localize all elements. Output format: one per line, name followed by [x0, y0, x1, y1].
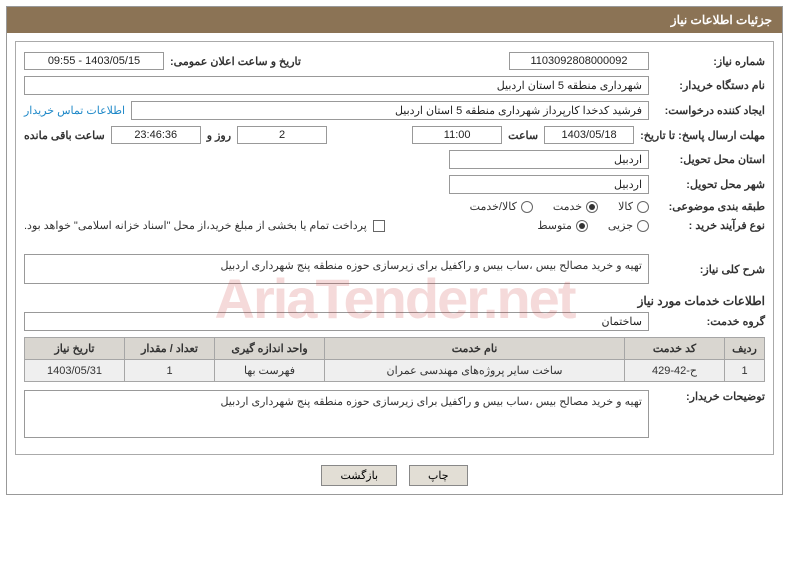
buyer-org-label: نام دستگاه خریدار: [655, 79, 765, 92]
category-radio-goods-service[interactable]: کالا/خدمت [470, 200, 533, 213]
row-buyer-notes: توضیحات خریدار: تهیه و خرید مصالح بیس ،س… [24, 390, 765, 438]
days-remaining-value: 2 [237, 126, 327, 144]
row-need-number: شماره نیاز: 1103092808000092 تاریخ و ساع… [24, 52, 765, 70]
requester-label: ایجاد کننده درخواست: [655, 104, 765, 117]
time-label: ساعت [508, 129, 538, 142]
row-delivery-city: شهر محل تحویل: اردبیل [24, 175, 765, 194]
buyer-contact-link[interactable]: اطلاعات تماس خریدار [24, 104, 125, 117]
action-buttons: چاپ بازگشت [15, 465, 774, 486]
panel-header: جزئیات اطلاعات نیاز [7, 7, 782, 33]
service-group-value: ساختمان [24, 312, 649, 331]
main-panel: جزئیات اطلاعات نیاز شماره نیاز: 11030928… [6, 6, 783, 495]
th-name: نام خدمت [325, 338, 625, 360]
td-row: 1 [725, 360, 765, 382]
deadline-date-value: 1403/05/18 [544, 126, 634, 144]
delivery-province-value: اردبیل [449, 150, 649, 169]
radio-icon [637, 220, 649, 232]
td-code: ح-42-429 [625, 360, 725, 382]
time-remaining-value: 23:46:36 [111, 126, 201, 144]
service-group-label: گروه خدمت: [655, 315, 765, 328]
general-desc-label: شرح کلی نیاز: [655, 263, 765, 276]
remaining-label: ساعت باقی مانده [24, 129, 105, 142]
radio-icon [586, 201, 598, 213]
td-name: ساخت سایر پروژه‌های مهندسی عمران [325, 360, 625, 382]
category-label: طبقه بندی موضوعی: [655, 200, 765, 213]
buyer-notes-value: تهیه و خرید مصالح بیس ،ساب بیس و راکفیل … [24, 390, 649, 438]
days-label: روز و [207, 129, 231, 142]
pt-radio-minor[interactable]: جزیی [608, 219, 649, 232]
th-date: تاریخ نیاز [25, 338, 125, 360]
payment-checkbox[interactable] [373, 220, 385, 232]
purchase-type-label: نوع فرآیند خرید : [655, 219, 765, 232]
payment-note: پرداخت تمام یا بخشی از مبلغ خرید،از محل … [24, 219, 367, 232]
row-requester: ایجاد کننده درخواست: فرشید کدخدا کارپردا… [24, 101, 765, 120]
form-panel: شماره نیاز: 1103092808000092 تاریخ و ساع… [15, 41, 774, 455]
radio-icon [637, 201, 649, 213]
td-date: 1403/05/31 [25, 360, 125, 382]
radio-label: جزیی [608, 219, 633, 232]
category-radio-goods[interactable]: کالا [618, 200, 649, 213]
row-purchase-type: نوع فرآیند خرید : جزیی متوسط پرداخت تمام… [24, 219, 765, 232]
print-button[interactable]: چاپ [409, 465, 468, 486]
requester-value: فرشید کدخدا کارپرداز شهرداری منطقه 5 است… [131, 101, 649, 120]
row-category: طبقه بندی موضوعی: کالا خدمت کالا/خدمت [24, 200, 765, 213]
announce-date-value: 1403/05/15 - 09:55 [24, 52, 164, 70]
th-code: کد خدمت [625, 338, 725, 360]
row-delivery-province: استان محل تحویل: اردبیل [24, 150, 765, 169]
row-buyer-org: نام دستگاه خریدار: شهرداری منطقه 5 استان… [24, 76, 765, 95]
general-desc-value: تهیه و خرید مصالح بیس ،ساب بیس و راکفیل … [24, 254, 649, 284]
th-qty: تعداد / مقدار [125, 338, 215, 360]
row-service-group: گروه خدمت: ساختمان [24, 312, 765, 331]
pt-radio-medium[interactable]: متوسط [537, 219, 588, 232]
deadline-time-value: 11:00 [412, 126, 502, 144]
service-info-header: اطلاعات خدمات مورد نیاز [24, 294, 765, 308]
th-row: ردیف [725, 338, 765, 360]
radio-icon [521, 201, 533, 213]
delivery-city-value: اردبیل [449, 175, 649, 194]
category-radio-service[interactable]: خدمت [553, 200, 598, 213]
td-qty: 1 [125, 360, 215, 382]
need-number-label: شماره نیاز: [655, 55, 765, 68]
category-radio-group: کالا خدمت کالا/خدمت [470, 200, 649, 213]
table-row: 1 ح-42-429 ساخت سایر پروژه‌های مهندسی عم… [25, 360, 765, 382]
panel-content: شماره نیاز: 1103092808000092 تاریخ و ساع… [7, 33, 782, 494]
radio-icon [576, 220, 588, 232]
services-table: ردیف کد خدمت نام خدمت واحد اندازه گیری ت… [24, 337, 765, 382]
need-number-value: 1103092808000092 [509, 52, 649, 70]
buyer-notes-label: توضیحات خریدار: [655, 390, 765, 403]
row-deadline: مهلت ارسال پاسخ: تا تاریخ: 1403/05/18 سا… [24, 126, 765, 144]
radio-label: خدمت [553, 200, 582, 213]
announce-date-label: تاریخ و ساعت اعلان عمومی: [170, 55, 301, 68]
radio-label: متوسط [537, 219, 572, 232]
radio-label: کالا [618, 200, 633, 213]
delivery-province-label: استان محل تحویل: [655, 153, 765, 166]
delivery-city-label: شهر محل تحویل: [655, 178, 765, 191]
th-unit: واحد اندازه گیری [215, 338, 325, 360]
deadline-label: مهلت ارسال پاسخ: تا تاریخ: [640, 129, 765, 142]
table-header-row: ردیف کد خدمت نام خدمت واحد اندازه گیری ت… [25, 338, 765, 360]
td-unit: فهرست بها [215, 360, 325, 382]
radio-label: کالا/خدمت [470, 200, 517, 213]
back-button[interactable]: بازگشت [321, 465, 397, 486]
row-general-desc: شرح کلی نیاز: تهیه و خرید مصالح بیس ،ساب… [24, 254, 765, 284]
purchase-type-radio-group: جزیی متوسط [537, 219, 649, 232]
buyer-org-value: شهرداری منطقه 5 استان اردبیل [24, 76, 649, 95]
